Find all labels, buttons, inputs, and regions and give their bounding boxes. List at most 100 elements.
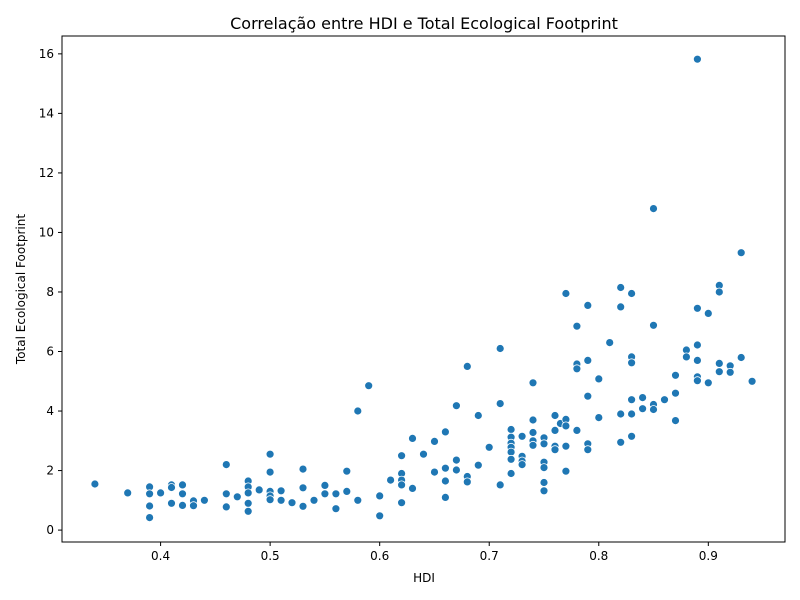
data-point (123, 488, 133, 498)
data-point (189, 501, 198, 511)
data-point (178, 500, 187, 510)
data-point (320, 480, 330, 490)
data-point (649, 320, 658, 330)
data-point (167, 483, 176, 492)
data-point (693, 54, 702, 64)
data-point (693, 340, 702, 350)
data-point (265, 495, 275, 505)
y-tick-label: 8 (46, 285, 54, 299)
data-point (539, 439, 549, 449)
data-point (462, 361, 472, 371)
data-point (627, 289, 636, 298)
data-point (375, 511, 385, 521)
data-point (747, 376, 757, 386)
data-point (342, 486, 352, 496)
data-point (660, 395, 669, 405)
data-point (627, 358, 636, 368)
data-point (528, 440, 538, 450)
data-point (309, 495, 319, 505)
data-point (221, 460, 231, 470)
data-point (265, 467, 275, 477)
y-axis-ticks: 0 2 4 6 8 10 12 14 16 (39, 47, 62, 537)
y-tick-label: 4 (46, 404, 54, 418)
data-point (583, 355, 593, 365)
x-axis-ticks: 0.4 0.5 0.6 0.7 0.8 0.9 (151, 542, 718, 563)
data-point (638, 404, 647, 414)
data-point (145, 489, 155, 499)
data-point (451, 401, 461, 411)
data-point (736, 248, 746, 258)
data-point (178, 489, 187, 499)
plot-frame (61, 35, 786, 543)
data-point (484, 442, 494, 452)
x-tick-label: 0.8 (589, 549, 608, 563)
x-tick-label: 0.7 (480, 549, 499, 563)
y-tick-label: 6 (46, 345, 54, 359)
data-points (90, 54, 757, 522)
y-tick-label: 14 (39, 106, 54, 120)
data-point (451, 455, 461, 465)
data-point (298, 464, 308, 474)
data-point (430, 467, 439, 477)
data-point (616, 437, 626, 447)
data-point (243, 506, 253, 516)
data-point (616, 409, 626, 419)
data-point (353, 406, 363, 416)
data-point (714, 358, 724, 368)
data-point (561, 421, 571, 431)
data-point (693, 303, 702, 313)
data-point (594, 374, 604, 384)
data-point (462, 477, 472, 487)
data-point (178, 480, 187, 490)
x-axis-label: HDI (413, 571, 435, 585)
data-point (342, 466, 352, 476)
data-point (506, 454, 516, 464)
data-point (254, 485, 264, 495)
data-point (221, 489, 231, 499)
data-point (276, 495, 286, 505)
data-point (517, 460, 527, 470)
data-point (473, 460, 483, 470)
data-point (375, 491, 385, 501)
data-point (506, 425, 516, 434)
data-point (167, 498, 176, 508)
data-point (714, 287, 724, 297)
data-point (671, 416, 680, 426)
data-point (397, 451, 407, 461)
data-point (539, 486, 549, 496)
data-point (232, 492, 242, 502)
data-point (364, 381, 374, 391)
data-point (638, 393, 647, 403)
data-point (331, 504, 341, 514)
data-point (693, 355, 702, 365)
data-point (243, 488, 253, 498)
data-point (408, 483, 417, 493)
chart-title: Correlação entre HDI e Total Ecological … (230, 14, 618, 33)
data-point (736, 353, 746, 362)
data-point (671, 370, 680, 380)
data-point (550, 425, 560, 435)
y-tick-label: 2 (46, 464, 54, 478)
data-point (276, 486, 286, 496)
data-point (725, 367, 735, 377)
data-point (616, 302, 626, 312)
data-point (561, 441, 571, 451)
y-tick-label: 10 (39, 225, 54, 239)
data-point (320, 489, 330, 499)
data-point (539, 463, 549, 473)
data-point (265, 449, 275, 459)
data-point (627, 395, 636, 405)
data-point (671, 388, 680, 398)
x-tick-label: 0.6 (370, 549, 389, 563)
data-point (627, 431, 636, 441)
data-point (440, 476, 450, 486)
data-point (583, 445, 593, 455)
data-point (386, 475, 396, 485)
data-point (473, 411, 483, 420)
data-point (419, 449, 428, 459)
data-point (539, 478, 549, 487)
data-point (90, 479, 100, 489)
data-point (156, 488, 166, 498)
data-point (440, 427, 450, 437)
data-point (440, 492, 450, 502)
